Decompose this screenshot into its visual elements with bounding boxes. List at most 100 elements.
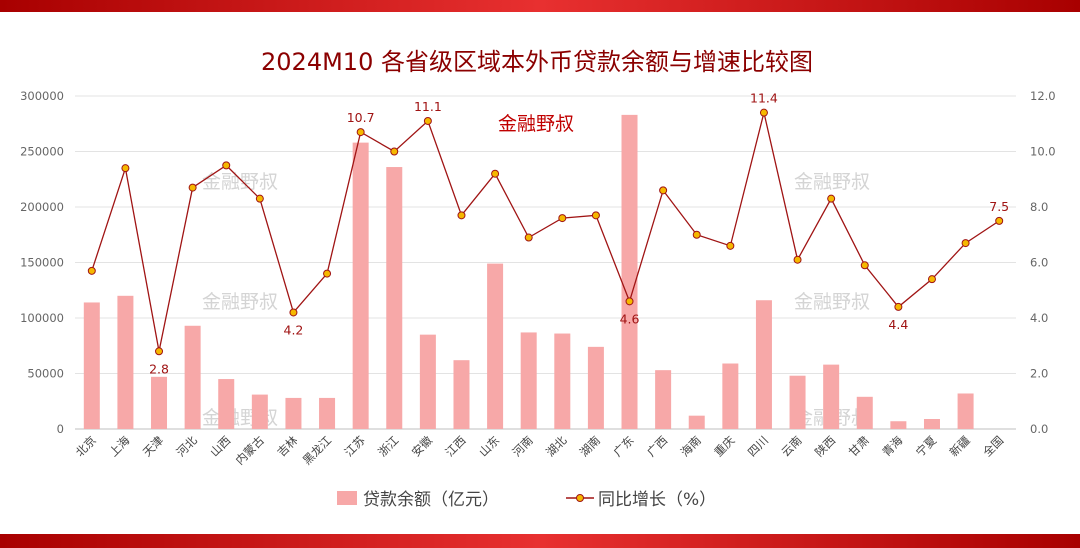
data-label: 11.4 <box>750 91 778 106</box>
line-point <box>390 147 399 156</box>
x-tick-label: 北京 <box>73 433 99 459</box>
bar <box>621 114 638 430</box>
growth-line <box>91 112 1000 352</box>
line-point <box>457 211 466 220</box>
bar <box>251 394 268 429</box>
x-tick-label: 重庆 <box>711 433 738 460</box>
x-tick-label: 江西 <box>442 433 468 459</box>
bar <box>520 332 537 429</box>
y-left-tick-label: 100000 <box>20 311 64 325</box>
line-point <box>961 239 970 248</box>
bar <box>655 370 672 429</box>
x-tick-label: 吉林 <box>274 433 301 460</box>
left-axis-ticks: 0 50000 100000 150000 200000 250000 300000 <box>20 89 64 436</box>
line-point <box>860 261 869 270</box>
right-axis-ticks: 0.0 2.0 4.0 6.0 8.0 10.0 12.0 <box>1030 89 1056 436</box>
x-tick-label: 黑龙江 <box>300 433 335 468</box>
line-point <box>558 214 567 223</box>
line-point <box>222 161 231 170</box>
x-tick-label: 新疆 <box>947 433 974 460</box>
x-tick-label: 内蒙古 <box>233 433 267 467</box>
line-point <box>793 255 802 264</box>
line-point <box>625 297 634 306</box>
legend-bar-swatch <box>337 491 357 505</box>
bar <box>218 379 235 429</box>
bar <box>453 360 470 429</box>
bar <box>83 302 100 429</box>
data-label: 4.2 <box>284 322 304 337</box>
x-tick-label: 海南 <box>678 433 704 459</box>
bar <box>419 334 436 429</box>
bar <box>688 415 705 429</box>
line-point <box>121 164 130 173</box>
x-tick-label: 广东 <box>610 433 636 459</box>
watermark: 金融野叔 <box>794 291 870 313</box>
bar <box>755 300 772 429</box>
watermark: 金融野叔 <box>202 291 278 313</box>
line-point <box>759 108 768 117</box>
y-left-tick-label: 250000 <box>20 145 64 159</box>
line-point <box>591 211 600 220</box>
y-left-tick-label: 200000 <box>20 200 64 214</box>
line-point <box>323 269 332 278</box>
data-label: 10.7 <box>347 110 375 125</box>
data-label: 7.5 <box>989 199 1009 214</box>
line-point <box>692 230 701 239</box>
x-tick-label: 广西 <box>644 433 670 459</box>
chart-title: 2024M10 各省级区域本外币贷款余额与增速比较图 <box>261 48 813 76</box>
brand-label: 金融野叔 <box>498 113 574 135</box>
line-point <box>726 241 735 250</box>
y-left-tick-label: 0 <box>57 422 64 436</box>
x-tick-label: 青海 <box>879 433 906 460</box>
y-right-tick-label: 2.0 <box>1030 367 1048 381</box>
y-right-tick-label: 6.0 <box>1030 256 1048 270</box>
y-right-tick-label: 12.0 <box>1030 89 1056 103</box>
x-tick-label: 上海 <box>106 433 133 460</box>
bar <box>151 376 168 429</box>
legend-line-label: 同比增长（%） <box>598 490 716 510</box>
bar <box>386 167 403 430</box>
line-point <box>894 302 903 311</box>
legend-line-marker <box>576 494 584 502</box>
x-tick-label: 甘肃 <box>846 433 872 459</box>
x-axis-labels: 北京 上海 天津 河北 山西 内蒙古 吉林 黑龙江 江苏 浙江 安徽 江西 山东 河南 湖北 湖南 广东 广西 海南… <box>73 433 1007 468</box>
x-tick-label: 天津 <box>140 433 166 459</box>
line-point <box>356 128 365 137</box>
bar <box>487 263 504 429</box>
line-point <box>87 266 96 275</box>
line-point <box>659 186 668 195</box>
watermark: 金融野叔 <box>202 171 278 193</box>
x-tick-label: 山东 <box>476 433 502 459</box>
x-tick-label: 云南 <box>779 433 805 459</box>
x-tick-label: 安徽 <box>409 433 436 460</box>
bar <box>957 393 974 429</box>
y-right-tick-label: 4.0 <box>1030 311 1048 325</box>
x-tick-label: 河南 <box>510 433 536 459</box>
line-point <box>188 183 197 192</box>
line-point <box>289 308 298 317</box>
data-label: 4.4 <box>888 317 908 332</box>
x-tick-label: 四川 <box>745 433 771 459</box>
top-banner <box>0 0 1080 12</box>
x-tick-label: 湖南 <box>577 433 603 459</box>
x-tick-label: 湖北 <box>543 433 570 460</box>
line-point <box>827 194 836 203</box>
x-tick-label: 陕西 <box>812 433 838 459</box>
watermark: 金融野叔 <box>794 171 870 193</box>
bottom-banner <box>0 534 1080 548</box>
bar <box>856 396 873 429</box>
x-tick-label: 河北 <box>174 433 201 460</box>
y-right-tick-label: 0.0 <box>1030 422 1048 436</box>
line-point <box>995 216 1004 225</box>
line-point <box>927 275 936 284</box>
legend-bar-label: 贷款余额（亿元） <box>363 490 499 510</box>
x-tick-label: 宁夏 <box>913 433 940 460</box>
y-right-tick-label: 10.0 <box>1030 145 1056 159</box>
legend[interactable]: 贷款余额（亿元） 同比增长（%） <box>337 490 716 510</box>
bar <box>184 325 201 429</box>
data-labels: 2.8 4.2 10.7 11.1 4.6 11.4 4.4 7.5 <box>149 91 1009 377</box>
line-point <box>491 169 500 178</box>
bar <box>117 295 134 429</box>
x-tick-label: 山西 <box>207 433 233 459</box>
